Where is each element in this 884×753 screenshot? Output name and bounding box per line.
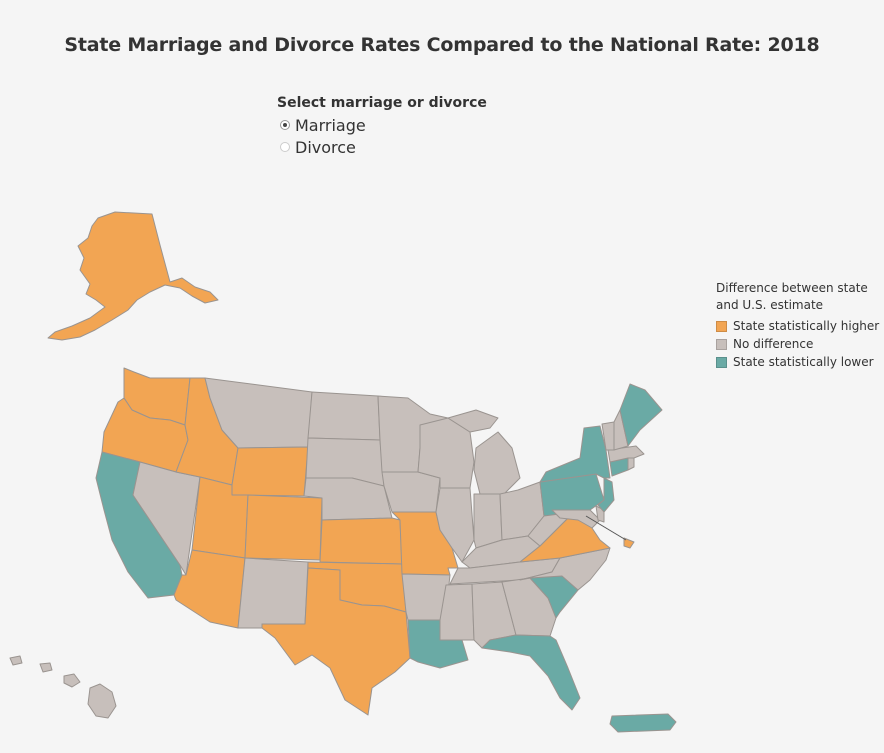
state-hi-oahu[interactable]	[39, 662, 53, 673]
state-ma[interactable]	[607, 445, 645, 463]
radio-unchecked-icon[interactable]	[280, 142, 290, 152]
state-wy[interactable]	[231, 446, 309, 497]
radio-label-divorce: Divorce	[295, 137, 356, 157]
state-me[interactable]	[619, 383, 663, 447]
map-legend: Difference between state and U.S. estima…	[716, 280, 879, 371]
state-ri[interactable]	[627, 457, 635, 471]
state-in[interactable]	[473, 493, 503, 549]
state-ny[interactable]	[539, 425, 611, 483]
state-co[interactable]	[244, 494, 323, 561]
state-pr[interactable]	[609, 713, 677, 733]
radio-label-marriage: Marriage	[295, 115, 366, 135]
state-dc[interactable]	[623, 537, 635, 549]
dc-callout-line	[585, 515, 627, 541]
radio-option-divorce[interactable]: Divorce	[277, 136, 487, 158]
legend-label-higher: State statistically higher	[733, 319, 880, 333]
legend-item-lower[interactable]: State statistically lower	[716, 353, 879, 371]
state-nd[interactable]	[307, 391, 381, 441]
state-il[interactable]	[435, 487, 475, 563]
state-fl[interactable]	[481, 634, 581, 711]
legend-item-no-difference[interactable]: No difference	[716, 335, 879, 353]
state-mi-up[interactable]	[447, 409, 499, 433]
state-hi-maui[interactable]	[63, 673, 81, 688]
legend-swatch-no-difference	[716, 338, 727, 350]
selector-heading: Select marriage or divorce	[277, 95, 487, 111]
state-nj[interactable]	[597, 477, 615, 513]
radio-checked-icon[interactable]	[280, 120, 290, 130]
radio-option-marriage[interactable]: Marriage	[277, 114, 487, 136]
state-ia[interactable]	[381, 471, 441, 513]
legend-title-line-1: Difference between state	[716, 281, 868, 295]
page-title: State Marriage and Divorce Rates Compare…	[64, 34, 820, 56]
state-ms[interactable]	[439, 583, 475, 641]
legend-label-no-difference: No difference	[733, 337, 814, 351]
state-ks[interactable]	[319, 517, 403, 565]
legend-swatch-higher	[716, 320, 727, 332]
state-hi[interactable]	[87, 683, 117, 719]
state-md[interactable]	[551, 509, 601, 529]
state-hi-kauai[interactable]	[9, 655, 23, 666]
state-tx[interactable]	[261, 567, 411, 716]
measure-selector: Select marriage or divorce Marriage Divo…	[277, 95, 487, 158]
legend-title: Difference between state and U.S. estima…	[716, 280, 879, 314]
state-ak[interactable]	[47, 211, 219, 341]
legend-label-lower: State statistically lower	[733, 355, 874, 369]
state-nm[interactable]	[237, 557, 309, 629]
legend-item-higher[interactable]: State statistically higher	[716, 317, 879, 335]
state-mi[interactable]	[473, 431, 521, 495]
legend-swatch-lower	[716, 356, 727, 368]
legend-title-line-2: and U.S. estimate	[716, 298, 824, 312]
